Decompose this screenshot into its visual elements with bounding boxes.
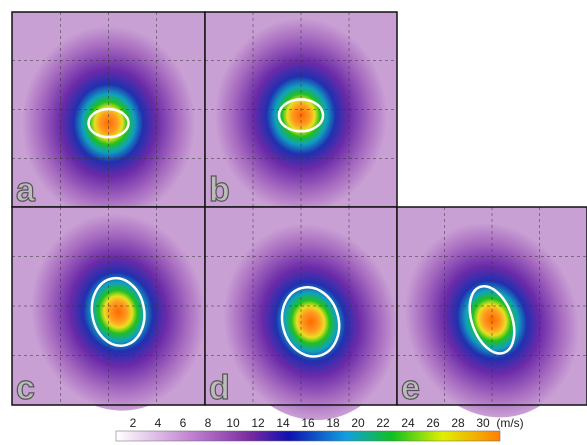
colorbar-tick-label: 20 [351, 416, 365, 430]
colorbar-tick-label: 14 [276, 416, 290, 430]
panels: a b c d e [12, 12, 587, 442]
colorbar-tick-label: 28 [451, 416, 465, 430]
panel-label: e [401, 369, 420, 407]
colorbar-tick-label: 6 [180, 416, 187, 430]
colorbar-tick-label: 26 [426, 416, 440, 430]
colorbar [116, 431, 500, 441]
colorbar-tick-label: 4 [155, 416, 162, 430]
colorbar-tick-label: 12 [251, 416, 265, 430]
colorbar-tick-label: 16 [301, 416, 315, 430]
panel-label: b [209, 171, 230, 209]
panel-label: c [16, 369, 35, 407]
colorbar-tick-label: 22 [376, 416, 390, 430]
colorbar-tick-label: 2 [130, 416, 137, 430]
panel-label: a [16, 171, 36, 209]
figure: abcde 24681012141618202224262830(m/s) [0, 0, 587, 445]
colorbar-tick-label: 10 [226, 416, 240, 430]
panel-label: d [209, 369, 230, 407]
colorbar-tick-label: 8 [205, 416, 212, 430]
colorbar-tick-label: 18 [326, 416, 340, 430]
colorbar-tick-label: 30 [476, 416, 490, 430]
colorbar-unit: (m/s) [496, 416, 523, 430]
colorbar-tick-label: 24 [401, 416, 415, 430]
